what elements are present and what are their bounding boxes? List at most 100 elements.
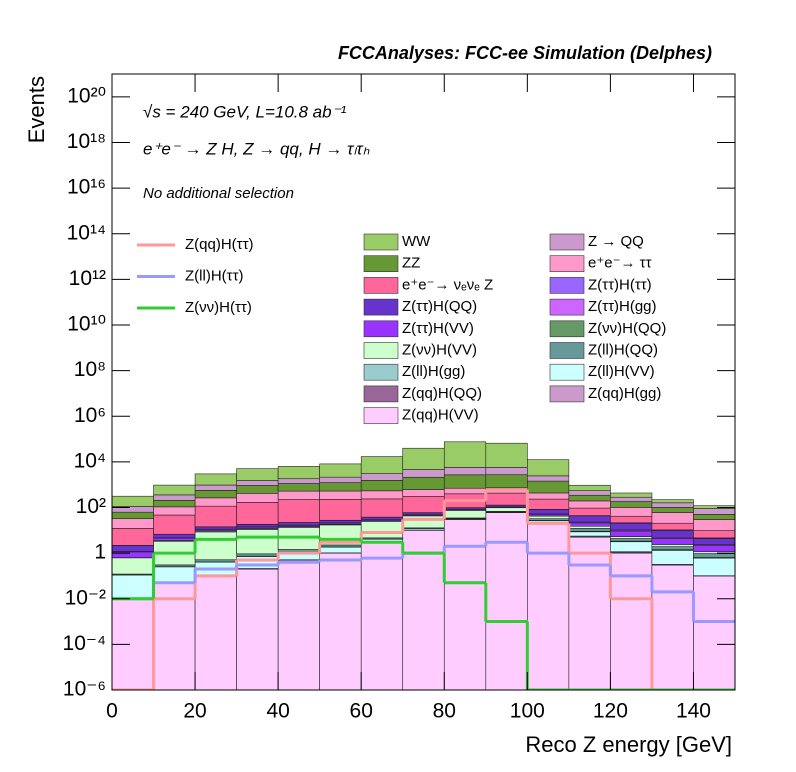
histogram-bar bbox=[568, 507, 611, 516]
legend-label: Z(ττ)H(VV) bbox=[402, 320, 474, 337]
histogram-bar bbox=[194, 473, 237, 486]
histogram-bar bbox=[236, 524, 279, 528]
legend-swatch bbox=[363, 363, 399, 381]
y-tick-label: 10⁴ bbox=[74, 449, 106, 472]
legend-label: ZZ bbox=[402, 255, 420, 272]
legend-label: Z(ll)H(VV) bbox=[588, 363, 655, 380]
histogram-bar bbox=[153, 566, 196, 584]
histogram-bar bbox=[112, 574, 154, 600]
histogram-bar bbox=[651, 499, 694, 504]
legend-label: Z(qq)H(QQ) bbox=[402, 385, 482, 402]
histogram-bar bbox=[236, 568, 279, 690]
histogram-bar bbox=[112, 511, 154, 520]
legend-swatch bbox=[363, 407, 399, 424]
legend-swatch bbox=[363, 385, 399, 403]
legend-swatch bbox=[549, 298, 585, 316]
legend-swatch bbox=[549, 255, 585, 272]
x-tick-label: 140 bbox=[676, 700, 711, 723]
annotation: No additional selection bbox=[143, 185, 294, 202]
y-tick-label: 10²⁰ bbox=[67, 84, 106, 107]
histogram-bar bbox=[360, 516, 404, 520]
histogram-bar bbox=[236, 502, 279, 525]
histogram-bar bbox=[153, 514, 196, 535]
legend-label: Z(ll)H(QQ) bbox=[588, 341, 658, 358]
histogram-bar bbox=[277, 549, 320, 553]
histogram-bar bbox=[651, 564, 694, 690]
histogram-bar bbox=[568, 531, 611, 537]
histogram-bar bbox=[112, 495, 154, 507]
legend-swatch bbox=[363, 298, 399, 316]
histogram-bar bbox=[360, 456, 404, 474]
histogram-bar bbox=[360, 473, 404, 481]
histogram-bar bbox=[443, 487, 487, 495]
histogram-bar bbox=[610, 536, 653, 539]
histogram-bar bbox=[693, 575, 735, 690]
histogram-bar bbox=[319, 552, 362, 690]
histogram-bar bbox=[527, 498, 570, 510]
histogram-bar bbox=[527, 509, 570, 515]
histogram-bar bbox=[194, 484, 237, 491]
histogram-bar bbox=[360, 541, 404, 690]
histogram-bar bbox=[568, 525, 611, 529]
histogram-bar bbox=[443, 519, 487, 690]
annotation: e⁺e⁻ → Z H, Z → qq, H → τₗτₕ bbox=[143, 139, 370, 158]
histogram-bar bbox=[693, 538, 735, 545]
legend-label: Z(qq)H(ττ) bbox=[185, 236, 254, 253]
y-tick-label: 1 bbox=[94, 541, 106, 564]
histogram-bar bbox=[568, 494, 611, 502]
histogram-bar bbox=[443, 467, 487, 476]
histogram-bar bbox=[485, 492, 528, 506]
histogram-bar bbox=[651, 546, 694, 550]
histogram-bar bbox=[112, 528, 154, 546]
histogram-bar bbox=[277, 522, 320, 526]
y-tick-label: 10¹⁴ bbox=[67, 221, 106, 244]
y-tick-label: 10⁻² bbox=[65, 586, 106, 609]
histogram-bar bbox=[651, 544, 694, 547]
legend-label: Z(qq)H(gg) bbox=[588, 385, 661, 402]
histogram-bar bbox=[277, 483, 320, 492]
histogram-bar bbox=[153, 494, 196, 501]
histogram-bar bbox=[693, 519, 735, 531]
histogram-bar bbox=[319, 499, 362, 521]
histogram-bar bbox=[693, 508, 735, 515]
histogram-bar bbox=[319, 546, 362, 554]
histogram-bar bbox=[568, 484, 611, 491]
histogram-bar bbox=[527, 492, 570, 500]
x-tick-label: 20 bbox=[183, 700, 206, 723]
histogram-bar bbox=[277, 466, 320, 480]
y-tick-label: 10⁻⁴ bbox=[63, 632, 106, 655]
histogram-bar bbox=[319, 520, 362, 524]
histogram-bar bbox=[236, 493, 279, 503]
histogram-bar bbox=[153, 582, 196, 690]
legend-swatch bbox=[363, 320, 399, 338]
histogram-bar bbox=[236, 553, 279, 557]
histogram-bar bbox=[360, 498, 404, 518]
histogram-bar bbox=[194, 505, 237, 528]
histogram-bar bbox=[194, 559, 237, 563]
histogram-bar bbox=[360, 490, 404, 500]
annotation: √s = 240 GeV, L=10.8 ab⁻¹ bbox=[143, 102, 347, 121]
histogram-bar bbox=[319, 490, 362, 500]
histogram-bar bbox=[485, 512, 528, 690]
x-axis-label: Reco Z energy [GeV] bbox=[525, 732, 732, 757]
histogram-bar bbox=[402, 476, 445, 490]
histogram-bar bbox=[236, 556, 279, 569]
x-tick-label: 120 bbox=[593, 700, 628, 723]
histogram-bar bbox=[485, 507, 528, 512]
legend-swatch bbox=[549, 277, 585, 294]
histogram-bar bbox=[236, 468, 279, 481]
histogram-bar bbox=[651, 550, 694, 565]
histogram-bar bbox=[112, 598, 154, 690]
histogram-bar bbox=[527, 459, 570, 477]
legend-swatch bbox=[363, 233, 399, 251]
histogram-bar bbox=[194, 575, 237, 690]
histogram-bar bbox=[610, 492, 653, 498]
histogram-bar bbox=[402, 469, 445, 478]
histogram-bar bbox=[112, 557, 154, 575]
histogram-bar bbox=[527, 480, 570, 494]
histogram-bar bbox=[610, 538, 653, 542]
histogram-bar bbox=[610, 501, 653, 508]
histogram-bar bbox=[277, 490, 320, 500]
y-tick-label: 10⁶ bbox=[74, 404, 106, 427]
legend-swatch bbox=[549, 363, 585, 381]
